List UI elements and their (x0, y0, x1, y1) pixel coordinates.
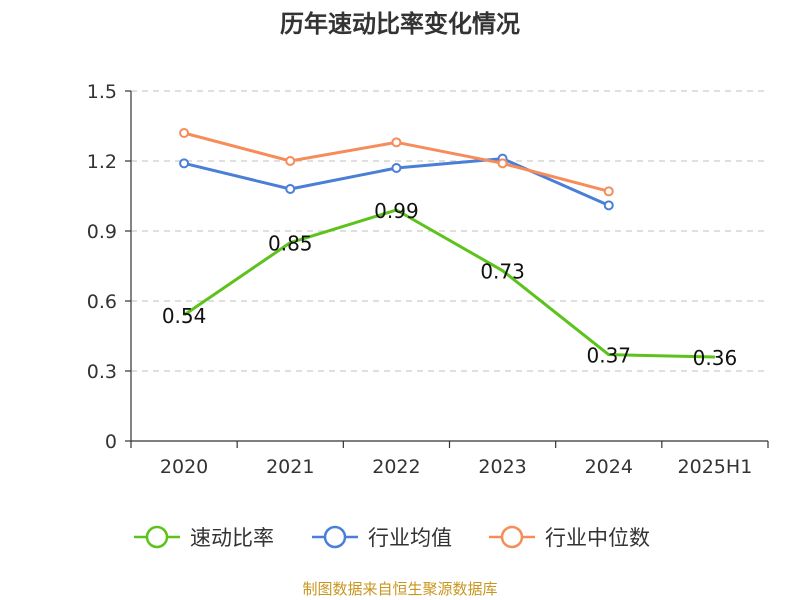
x-tick-label: 2023 (478, 456, 526, 478)
data-label: 0.54 (162, 304, 207, 328)
data-label: 0.85 (268, 232, 313, 256)
data-label: 0.36 (693, 346, 738, 370)
legend-marker (323, 525, 347, 549)
x-tick-label: 2022 (372, 456, 420, 478)
series-point (285, 156, 296, 166)
series-line-0 (183, 208, 715, 359)
series-point (603, 186, 614, 197)
x-tick-label: 2021 (266, 456, 314, 478)
axes: 0 0.3 0.6 0.9 1.2 1.5 2020 2021 2022 2023 2024 2025… (87, 81, 769, 478)
grid-lines (131, 90, 768, 372)
legend-marker (500, 525, 524, 549)
y-tick-label: 0 (105, 431, 117, 453)
chart-title: 历年速动比率变化情况 (280, 10, 520, 38)
legend-item[interactable]: 行业中位数 (489, 525, 650, 550)
y-tick-label: 0.9 (87, 221, 117, 243)
series-point (179, 158, 190, 169)
y-tick-label: 1.2 (87, 151, 117, 173)
series-point (391, 137, 402, 148)
y-tick-label: 1.5 (87, 81, 117, 103)
series-lines (179, 128, 715, 359)
x-tick-label: 2020 (160, 456, 208, 478)
y-tick-label: 0.3 (87, 361, 117, 383)
series-point (179, 128, 190, 138)
series-point (285, 184, 296, 194)
legend-label: 行业均值 (368, 526, 452, 550)
data-label: 0.99 (374, 199, 419, 223)
series-point (497, 158, 508, 169)
data-label: 0.37 (586, 344, 631, 368)
data-labels: 0.54 0.85 0.99 0.73 0.37 0.36 (162, 199, 737, 370)
legend-marker (145, 525, 169, 549)
y-tick-label: 0.6 (87, 291, 117, 313)
series-point (391, 163, 402, 173)
legend[interactable]: 速动比率 行业均值 行业中位数 (134, 525, 650, 550)
legend-item[interactable]: 行业均值 (312, 525, 452, 550)
data-source-note: 制图数据来自恒生聚源数据库 (302, 580, 498, 598)
x-tick-label: 2025H1 (678, 456, 753, 478)
legend-label: 行业中位数 (545, 526, 650, 550)
legend-label: 速动比率 (190, 526, 274, 550)
series-point (603, 200, 614, 211)
legend-item[interactable]: 速动比率 (134, 525, 274, 550)
data-label: 0.73 (480, 260, 525, 284)
x-tick-label: 2024 (585, 456, 633, 478)
